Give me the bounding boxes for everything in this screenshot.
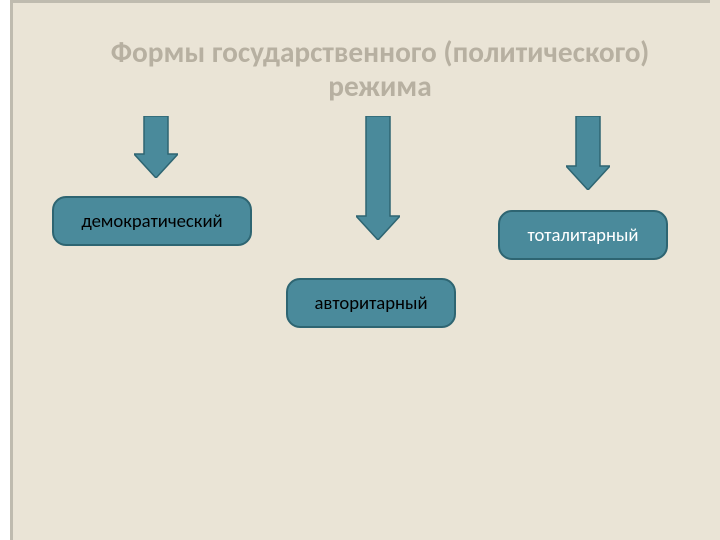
diagram-title-line1: Формы государственного (политического) bbox=[50, 34, 710, 71]
node-democratic-label: демократический bbox=[81, 210, 222, 233]
node-totalitarian: тоталитарный bbox=[498, 210, 668, 260]
node-authoritarian: авторитарный bbox=[286, 278, 456, 328]
arrow-to-authoritarian bbox=[356, 116, 400, 240]
node-authoritarian-label: авторитарный bbox=[314, 292, 427, 315]
diagram-title-line2: режима bbox=[50, 68, 710, 105]
arrow-to-totalitarian bbox=[566, 116, 610, 190]
slide-left-margin bbox=[0, 0, 10, 540]
node-totalitarian-label: тоталитарный bbox=[528, 224, 639, 247]
node-democratic: демократический bbox=[52, 196, 252, 246]
arrow-to-democratic bbox=[134, 116, 178, 178]
